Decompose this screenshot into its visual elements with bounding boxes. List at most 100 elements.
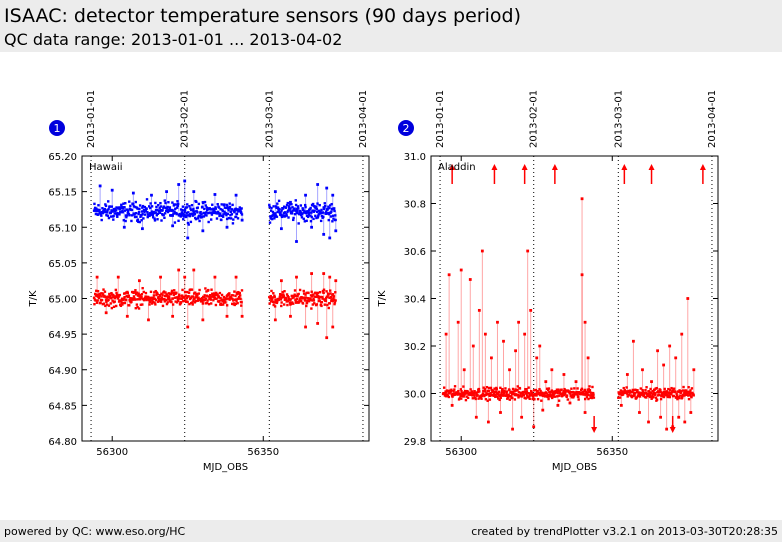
data-point (320, 208, 323, 212)
data-point (115, 291, 118, 295)
data-point (101, 293, 105, 296)
data-point (528, 392, 531, 395)
data-point (231, 203, 234, 207)
data-point-outlier (490, 356, 493, 360)
data-point (237, 290, 240, 294)
data-point (311, 299, 314, 302)
data-point (284, 206, 288, 209)
data-point (566, 389, 570, 392)
data-point-outlier (201, 318, 205, 322)
data-point (130, 214, 134, 217)
data-point (120, 205, 124, 209)
data-point (218, 291, 222, 295)
data-point (326, 295, 329, 298)
data-point (318, 291, 322, 294)
data-point (453, 388, 456, 391)
data-point-outlier (213, 193, 217, 196)
data-point (454, 392, 457, 396)
data-point (236, 217, 240, 220)
data-point (155, 208, 159, 212)
data-point (309, 214, 312, 217)
data-point (684, 389, 688, 392)
data-point (236, 292, 239, 296)
data-point (164, 294, 168, 298)
data-point (105, 303, 109, 306)
data-point (133, 298, 136, 301)
data-points (441, 197, 696, 431)
data-point (328, 296, 331, 300)
data-point (302, 217, 305, 221)
data-point (154, 298, 158, 302)
data-point (125, 216, 128, 219)
data-point (151, 216, 155, 219)
data-point (159, 298, 162, 301)
data-point (692, 394, 695, 397)
data-point (271, 217, 274, 221)
data-point (225, 217, 229, 221)
data-point (473, 390, 476, 393)
data-point (123, 295, 126, 299)
data-point (191, 212, 194, 216)
data-point (160, 292, 163, 295)
data-point (272, 205, 275, 208)
data-point (279, 298, 283, 301)
data-point (322, 288, 326, 291)
data-point (221, 208, 224, 212)
data-point (112, 218, 115, 221)
data-point (269, 294, 272, 298)
data-point (280, 214, 283, 217)
data-point (491, 389, 495, 392)
data-point (659, 397, 663, 401)
data-point (108, 205, 111, 208)
data-point (323, 204, 327, 208)
data-point-outlier (171, 224, 175, 228)
footer-credit: powered by QC: www.eso.org/HC (4, 525, 186, 538)
data-point (644, 388, 647, 392)
data-point (539, 389, 542, 393)
data-point (183, 299, 186, 303)
data-point (275, 215, 279, 218)
data-point (272, 292, 275, 295)
data-point (500, 390, 504, 393)
data-point (334, 214, 337, 217)
data-point (284, 214, 287, 218)
data-point (175, 206, 179, 209)
data-point (133, 212, 136, 215)
out-of-range-arrowhead-up (491, 164, 498, 170)
data-point (552, 390, 556, 393)
data-point (156, 218, 159, 221)
data-point (187, 223, 190, 226)
data-point (500, 392, 503, 395)
data-point (473, 394, 476, 397)
data-point (169, 299, 172, 302)
data-point (212, 299, 215, 302)
data-point (301, 302, 305, 305)
data-point (478, 390, 481, 393)
data-point (323, 206, 326, 209)
data-point (305, 301, 309, 305)
data-point (269, 300, 273, 303)
data-point (316, 216, 320, 219)
data-point (188, 302, 191, 306)
data-point (649, 394, 652, 397)
data-point (327, 218, 330, 222)
data-point (213, 293, 217, 297)
data-point (205, 214, 208, 217)
data-point-outlier (659, 415, 662, 419)
data-point (134, 211, 138, 215)
data-point (212, 292, 216, 295)
data-point (151, 300, 155, 304)
data-point (179, 301, 183, 304)
data-point-outlier (459, 268, 463, 272)
data-point (234, 298, 238, 301)
data-point (156, 292, 159, 295)
data-point (137, 210, 141, 214)
data-point (325, 210, 328, 213)
y-tick-label: 64.85 (48, 401, 77, 412)
data-point (145, 207, 148, 210)
data-point-outlier (295, 240, 298, 243)
data-point (513, 398, 517, 401)
data-point-outlier (538, 344, 542, 348)
data-point (97, 204, 100, 207)
data-point (136, 305, 139, 309)
